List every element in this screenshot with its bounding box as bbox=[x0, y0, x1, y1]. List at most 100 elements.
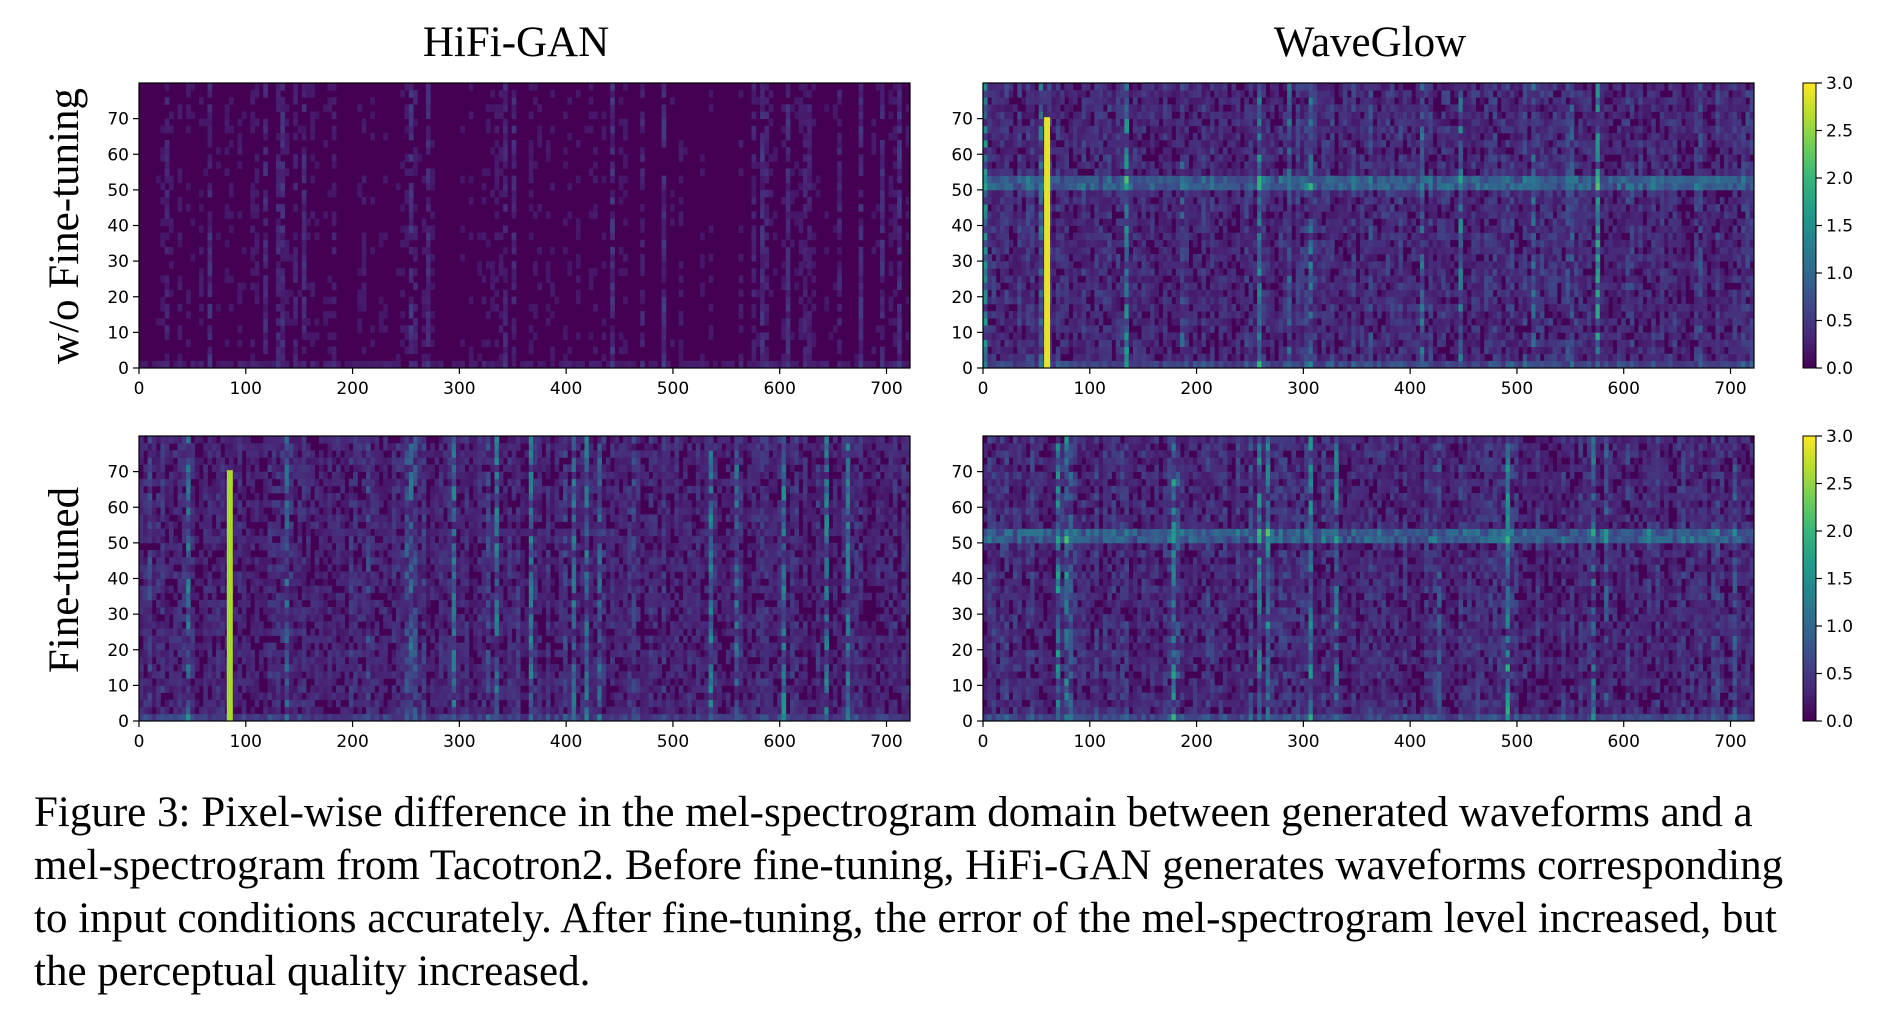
heatmap-cell bbox=[1193, 176, 1198, 184]
heatmap-cell bbox=[996, 211, 1001, 219]
heatmap-cell bbox=[996, 197, 1001, 205]
heatmap-cell bbox=[679, 218, 684, 226]
heatmap-cell bbox=[1171, 183, 1176, 191]
heatmap-cell bbox=[1244, 140, 1249, 148]
heatmap-cell bbox=[1004, 332, 1009, 340]
heatmap-cell bbox=[499, 154, 504, 162]
heatmap-cell bbox=[370, 325, 375, 333]
heatmap-cell bbox=[1009, 283, 1014, 291]
heatmap-cell bbox=[589, 83, 594, 91]
heatmap-cell bbox=[1321, 119, 1326, 127]
heatmap-cell bbox=[1120, 176, 1125, 184]
heatmap-cell bbox=[1150, 169, 1155, 177]
heatmap-cell bbox=[1313, 97, 1318, 105]
heatmap-cell bbox=[1069, 97, 1074, 105]
heatmap-cell bbox=[1309, 304, 1314, 312]
heatmap-cell bbox=[1193, 340, 1198, 348]
heatmap-cell bbox=[280, 140, 285, 148]
heatmap-cell bbox=[1184, 290, 1189, 298]
heatmap-cell bbox=[1266, 283, 1271, 291]
heatmap-cell bbox=[1026, 226, 1031, 234]
heatmap-cell bbox=[1201, 161, 1206, 169]
heatmap-cell bbox=[1189, 97, 1194, 105]
heatmap-cell bbox=[1082, 197, 1087, 205]
heatmap-cell bbox=[1351, 133, 1356, 141]
heatmap-cell bbox=[811, 340, 816, 348]
heatmap-cell bbox=[1167, 140, 1172, 148]
heatmap-cell bbox=[1197, 190, 1202, 198]
heatmap-cell bbox=[263, 83, 268, 91]
heatmap-cell bbox=[1343, 361, 1348, 369]
heatmap-cell bbox=[1167, 83, 1172, 91]
heatmap-cell bbox=[1360, 332, 1365, 340]
heatmap-cell bbox=[477, 268, 482, 276]
heatmap-cell bbox=[782, 318, 787, 326]
heatmap-cell bbox=[1013, 211, 1018, 219]
heatmap-cell bbox=[332, 83, 337, 91]
heatmap-cell bbox=[422, 325, 427, 333]
heatmap-cell bbox=[1073, 347, 1078, 355]
heatmap-cell bbox=[503, 354, 508, 362]
heatmap-cell bbox=[503, 347, 508, 355]
heatmap-cell bbox=[1219, 190, 1224, 198]
heatmap-cell bbox=[1017, 311, 1022, 319]
heatmap-cell bbox=[1304, 90, 1309, 98]
heatmap-cell bbox=[803, 133, 808, 141]
heatmap-cell bbox=[811, 183, 816, 191]
heatmap-cell bbox=[276, 233, 281, 241]
heatmap-cell bbox=[790, 104, 795, 112]
heatmap-cell bbox=[1197, 83, 1202, 91]
heatmap-cell bbox=[752, 311, 757, 319]
heatmap-cell bbox=[996, 325, 1001, 333]
heatmap-cell bbox=[165, 361, 170, 369]
heatmap-cell bbox=[293, 254, 298, 262]
heatmap-cell bbox=[1351, 119, 1356, 127]
heatmap-cell bbox=[1026, 304, 1031, 312]
heatmap-cell bbox=[263, 133, 268, 141]
heatmap-cell bbox=[1227, 325, 1232, 333]
heatmap-cell bbox=[1056, 283, 1061, 291]
heatmap-cell bbox=[165, 197, 170, 205]
heatmap-cell bbox=[413, 325, 418, 333]
heatmap-cell bbox=[1176, 190, 1181, 198]
heatmap-cell bbox=[1013, 261, 1018, 269]
heatmap-cell bbox=[285, 169, 290, 177]
heatmap-cell bbox=[1347, 161, 1352, 169]
heatmap-cell bbox=[1296, 275, 1301, 283]
heatmap-cell bbox=[1026, 275, 1031, 283]
heatmap-cell bbox=[186, 183, 191, 191]
heatmap-cell bbox=[1244, 183, 1249, 191]
heatmap-cell bbox=[1163, 161, 1168, 169]
heatmap-cell bbox=[1116, 112, 1121, 120]
heatmap-cell bbox=[1347, 247, 1352, 255]
heatmap-cell bbox=[1326, 283, 1331, 291]
heatmap-cell bbox=[983, 147, 988, 155]
heatmap-cell bbox=[880, 268, 885, 276]
heatmap-cell bbox=[216, 233, 221, 241]
heatmap-cell bbox=[1266, 268, 1271, 276]
heatmap-cell bbox=[1082, 147, 1087, 155]
heatmap-cell bbox=[1082, 119, 1087, 127]
heatmap-cell bbox=[1270, 90, 1275, 98]
heatmap-cell bbox=[1214, 154, 1219, 162]
heatmap-cell bbox=[760, 332, 765, 340]
heatmap-cell bbox=[1129, 240, 1134, 248]
heatmap-cell bbox=[1296, 297, 1301, 305]
heatmap-cell bbox=[987, 147, 992, 155]
heatmap-cell bbox=[1261, 83, 1266, 91]
heatmap-cell bbox=[1206, 218, 1211, 226]
heatmap-cell bbox=[413, 254, 418, 262]
heatmap-cell bbox=[1060, 290, 1065, 298]
heatmap-cell bbox=[1017, 133, 1022, 141]
heatmap-cell bbox=[764, 311, 769, 319]
heatmap-cell bbox=[619, 268, 624, 276]
heatmap-cell bbox=[1291, 147, 1296, 155]
heatmap-cell bbox=[379, 233, 384, 241]
heatmap-cell bbox=[1347, 347, 1352, 355]
heatmap-cell bbox=[610, 197, 615, 205]
heatmap-cell bbox=[1141, 90, 1146, 98]
heatmap-cell bbox=[1240, 169, 1245, 177]
heatmap-cell bbox=[186, 104, 191, 112]
heatmap-cell bbox=[1052, 147, 1057, 155]
heatmap-cell bbox=[1334, 325, 1339, 333]
